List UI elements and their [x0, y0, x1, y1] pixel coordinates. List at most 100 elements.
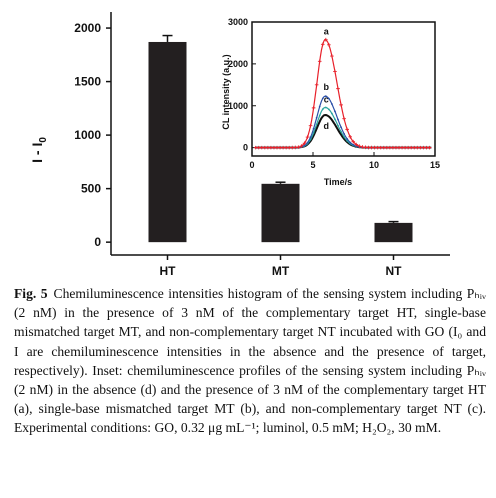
series-a-point [333, 69, 337, 74]
series-a-point [287, 145, 292, 150]
series-a-point [348, 135, 353, 139]
series-a-point [415, 145, 420, 150]
series-a-point [385, 145, 389, 150]
series-a-point [290, 145, 295, 150]
series-c-point [343, 135, 346, 138]
bar-mt [261, 183, 300, 243]
series-a-point [296, 145, 301, 149]
series-a-point [421, 145, 426, 150]
main-y-tick-label: 500 [81, 182, 101, 196]
series-b-label: b [323, 82, 329, 92]
series-a-point [381, 145, 386, 150]
inset-y-tick-label: 1000 [228, 101, 248, 111]
series-c-label: c [324, 94, 329, 104]
caption-text: Chemiluminescence intensities histogram … [14, 286, 486, 436]
series-a-point [406, 145, 410, 150]
series-a-point [360, 145, 365, 149]
series-a-point [397, 145, 401, 150]
series-a-point [427, 145, 432, 150]
series-c-point [334, 118, 336, 121]
series-b-point [324, 95, 327, 98]
series-a-point [394, 145, 398, 150]
inset-line-chart: 0 1000 2000 3000 0 5 10 15 d cb a CL intensity (… [221, 17, 440, 187]
series-a-point [357, 144, 362, 148]
series-a-point [412, 145, 417, 150]
series-a-point [320, 42, 325, 47]
main-y-tick-label: 1000 [74, 128, 101, 142]
series-a-point [342, 116, 346, 121]
series-a-point [266, 145, 270, 150]
series-c: c [254, 94, 432, 149]
series-a-point [305, 135, 310, 139]
inset-x-tick-label: 5 [310, 160, 315, 170]
series-a-point [281, 145, 285, 150]
inset-x-tick-label: 10 [369, 160, 379, 170]
inset-x-axis-label: Time/s [324, 177, 352, 187]
figure-caption: Fig. 5 Chemiluminescence intensities hist… [14, 284, 486, 438]
inset-x-tick-label: 15 [430, 160, 440, 170]
series-b-point [309, 136, 312, 139]
series-a-point [293, 145, 298, 150]
series-b-point [327, 97, 330, 100]
series-b-point [334, 110, 336, 113]
series-a-point [308, 123, 313, 128]
series-a-point [345, 127, 349, 132]
series-a-point [351, 139, 356, 144]
inset-y-tick-label: 3000 [228, 17, 248, 27]
series-a-point [378, 145, 383, 150]
series-c-point [340, 130, 342, 133]
series-b-point [315, 116, 318, 119]
series-a-point [253, 145, 258, 150]
series-b-point [306, 141, 309, 144]
series-b-point [312, 127, 315, 130]
main-x-tick-label: NT [386, 264, 403, 278]
series-a-point [369, 145, 374, 150]
series-a-point [400, 145, 404, 150]
series-c-point [324, 106, 327, 109]
series-a-point [418, 145, 423, 150]
series-c-point [321, 108, 324, 111]
main-x-tick-label: HT [160, 264, 177, 278]
series-b-point [303, 144, 306, 147]
main-y-tick-label: 0 [94, 235, 101, 249]
series-a-point [388, 145, 392, 150]
series-b-point [321, 97, 324, 100]
inset-y-axis-label: CL intensity (a.u.) [221, 54, 231, 129]
series-a-point [339, 103, 343, 107]
series-b-line [255, 95, 432, 149]
series-a: a [253, 27, 432, 150]
series-a-point [317, 59, 322, 64]
inset-x-tick-label: 0 [249, 160, 254, 170]
series-a-point [302, 141, 307, 146]
series-a-point [269, 145, 273, 150]
series-a-point [403, 145, 407, 150]
series-a-point [336, 86, 340, 91]
series-c-point [318, 114, 321, 117]
series-b-point [346, 138, 349, 140]
series-a-point [354, 142, 359, 147]
series-b-point [318, 105, 321, 108]
series-a-point [372, 145, 377, 150]
series-a-label: a [324, 27, 330, 37]
bar-ht [148, 41, 187, 243]
series-c-point [337, 124, 339, 127]
series-b-point [352, 143, 355, 146]
series-b-point [331, 103, 333, 105]
inset-y-tick-label: 2000 [228, 59, 248, 69]
series-c-point [315, 123, 318, 126]
bar-nt [374, 222, 413, 243]
series-a-point [311, 106, 316, 110]
series-a-point [409, 145, 414, 150]
main-y-tick-label: 2000 [74, 21, 101, 35]
figure-label: Fig. 5 [14, 286, 48, 301]
series-b-point [340, 126, 342, 129]
series-a-point [284, 145, 288, 150]
inset-y-tick-label: 0 [243, 143, 248, 153]
series-b-point [349, 141, 352, 144]
main-x-tick-label: MT [272, 264, 290, 278]
series-a-point [263, 145, 267, 150]
series-a-point [299, 144, 304, 148]
series-c-line [255, 106, 432, 149]
series-a-point [366, 145, 371, 150]
